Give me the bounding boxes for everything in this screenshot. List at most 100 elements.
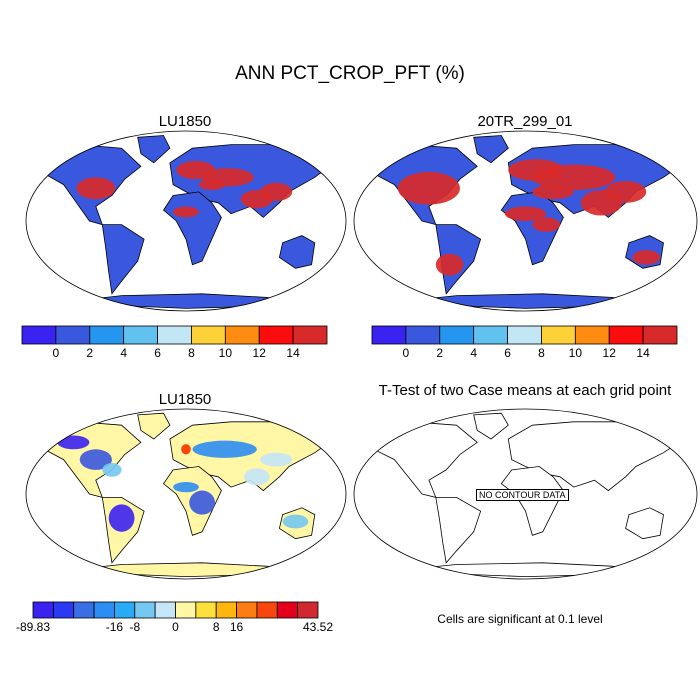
crop-region xyxy=(435,253,464,276)
colorbar-tick-label: 8 xyxy=(212,620,220,634)
map-border xyxy=(25,130,347,312)
continent-south-america xyxy=(101,224,145,295)
panel-title-bottom-left-line1: LU1850 xyxy=(158,391,212,408)
colorbar-box xyxy=(256,601,278,619)
colorbar-tick-label: 0 xyxy=(52,346,60,360)
map-border xyxy=(353,408,698,580)
colorbar-box xyxy=(507,325,542,345)
difference-region xyxy=(282,514,309,529)
crop-region xyxy=(504,206,547,221)
figure-title: ANN PCT_CROP_PFT (%) xyxy=(235,63,465,84)
map-border xyxy=(25,408,347,580)
colorbar-tick-label: 2 xyxy=(436,346,444,360)
map-border xyxy=(353,130,698,312)
colorbar-box xyxy=(473,325,508,345)
difference-region xyxy=(260,452,293,467)
colorbar-tick-label: -16 xyxy=(105,620,124,634)
continent-greenland xyxy=(473,412,509,440)
crop-region xyxy=(198,179,225,191)
difference-region xyxy=(57,435,90,450)
colorbar-tick-label: 6 xyxy=(504,346,511,360)
colorbar-box xyxy=(55,325,91,345)
continent-south-america xyxy=(435,497,482,564)
colorbar-tick-label: -89.83 xyxy=(15,620,51,634)
colorbar-top-left-ticks: 0 2 4 6 8 10 12 14 xyxy=(22,346,327,362)
crop-region xyxy=(532,184,574,200)
panel-title-top-right-line1: 20TR_299_01 xyxy=(477,113,573,130)
colorbar-box xyxy=(157,325,192,345)
colorbar-top-right xyxy=(371,325,678,345)
colorbar-tick-label: 10 xyxy=(218,346,233,360)
colorbar-box xyxy=(215,601,237,619)
difference-region-positive xyxy=(181,444,191,455)
colorbar-tick-label: 2 xyxy=(86,346,94,360)
map-top-left xyxy=(25,130,347,312)
colorbar-box xyxy=(195,601,217,619)
difference-region xyxy=(243,468,270,486)
colorbar-tick-label: 12 xyxy=(252,346,266,360)
colorbar-box xyxy=(292,325,328,345)
colorbar-tick-label: 14 xyxy=(286,346,300,360)
difference-region xyxy=(108,504,135,532)
colorbar-tick-label: -8 xyxy=(129,620,141,634)
colorbar-box xyxy=(93,601,115,619)
continent-greenland xyxy=(473,135,509,164)
continent-greenland xyxy=(137,135,171,164)
map-top-right xyxy=(353,130,698,312)
continent-australia xyxy=(625,507,664,540)
crop-region xyxy=(632,250,661,265)
crop-region xyxy=(604,180,647,203)
colorbar-box xyxy=(224,325,260,345)
significance-footnote: Cells are significant at 0.1 level xyxy=(437,612,603,626)
continent-antarctica xyxy=(57,562,315,578)
panel-title-top-left-line1: LU1850 xyxy=(158,113,212,130)
colorbar-tick-label: 6 xyxy=(154,346,161,360)
difference-region xyxy=(192,440,257,458)
colorbar-tick-label: 43.52 xyxy=(302,620,334,634)
map-bottom-left xyxy=(25,408,347,580)
colorbar-tick-label: 14 xyxy=(636,346,650,360)
colorbar-top-right-ticks: 0 2 4 6 8 10 12 14 xyxy=(372,346,677,362)
difference-region xyxy=(189,490,215,515)
crop-region xyxy=(397,171,460,205)
colorbar-tick-label: 0 xyxy=(172,620,179,634)
colorbar-box xyxy=(574,325,610,345)
colorbar-box xyxy=(371,325,407,345)
difference-region xyxy=(173,481,199,493)
colorbar-box xyxy=(297,601,319,619)
crop-region xyxy=(532,217,560,232)
difference-region xyxy=(79,449,112,470)
colorbar-box xyxy=(236,601,258,619)
panel-title-bottom-right: T-Test of two Case means at each grid po… xyxy=(378,382,672,399)
crop-region xyxy=(173,206,199,218)
colorbar-box xyxy=(32,601,54,619)
difference-region xyxy=(102,463,122,477)
colorbar-top-left xyxy=(21,325,328,345)
colorbar-box xyxy=(73,601,95,619)
colorbar-box xyxy=(276,601,299,619)
crop-region xyxy=(532,164,616,191)
colorbar-box xyxy=(123,325,158,345)
colorbar-bottom-left-ticks: -89.83 -16 -8 0 8 16 43.52 xyxy=(16,620,333,636)
colorbar-tick-label: 4 xyxy=(120,346,127,360)
colorbar-tick-label: 16 xyxy=(229,620,244,634)
colorbar-box xyxy=(21,325,57,345)
colorbar-box xyxy=(258,325,294,345)
colorbar-box xyxy=(541,325,576,345)
colorbar-box xyxy=(642,325,678,345)
colorbar-tick-label: 10 xyxy=(568,346,583,360)
colorbar-box xyxy=(439,325,475,345)
crop-region xyxy=(76,177,116,200)
continent-greenland xyxy=(137,412,171,440)
colorbar-tick-label: 8 xyxy=(188,346,195,360)
colorbar-box xyxy=(89,325,125,345)
colorbar-box xyxy=(405,325,441,345)
colorbar-box xyxy=(175,601,197,619)
no-contour-data-label: NO CONTOUR DATA xyxy=(476,489,569,501)
colorbar-bottom-left xyxy=(32,601,319,619)
colorbar-tick-label: 8 xyxy=(538,346,545,360)
colorbar-tick-label: 0 xyxy=(402,346,410,360)
colorbar-box xyxy=(114,601,136,619)
colorbar-box xyxy=(154,601,176,619)
colorbar-box xyxy=(191,325,226,345)
